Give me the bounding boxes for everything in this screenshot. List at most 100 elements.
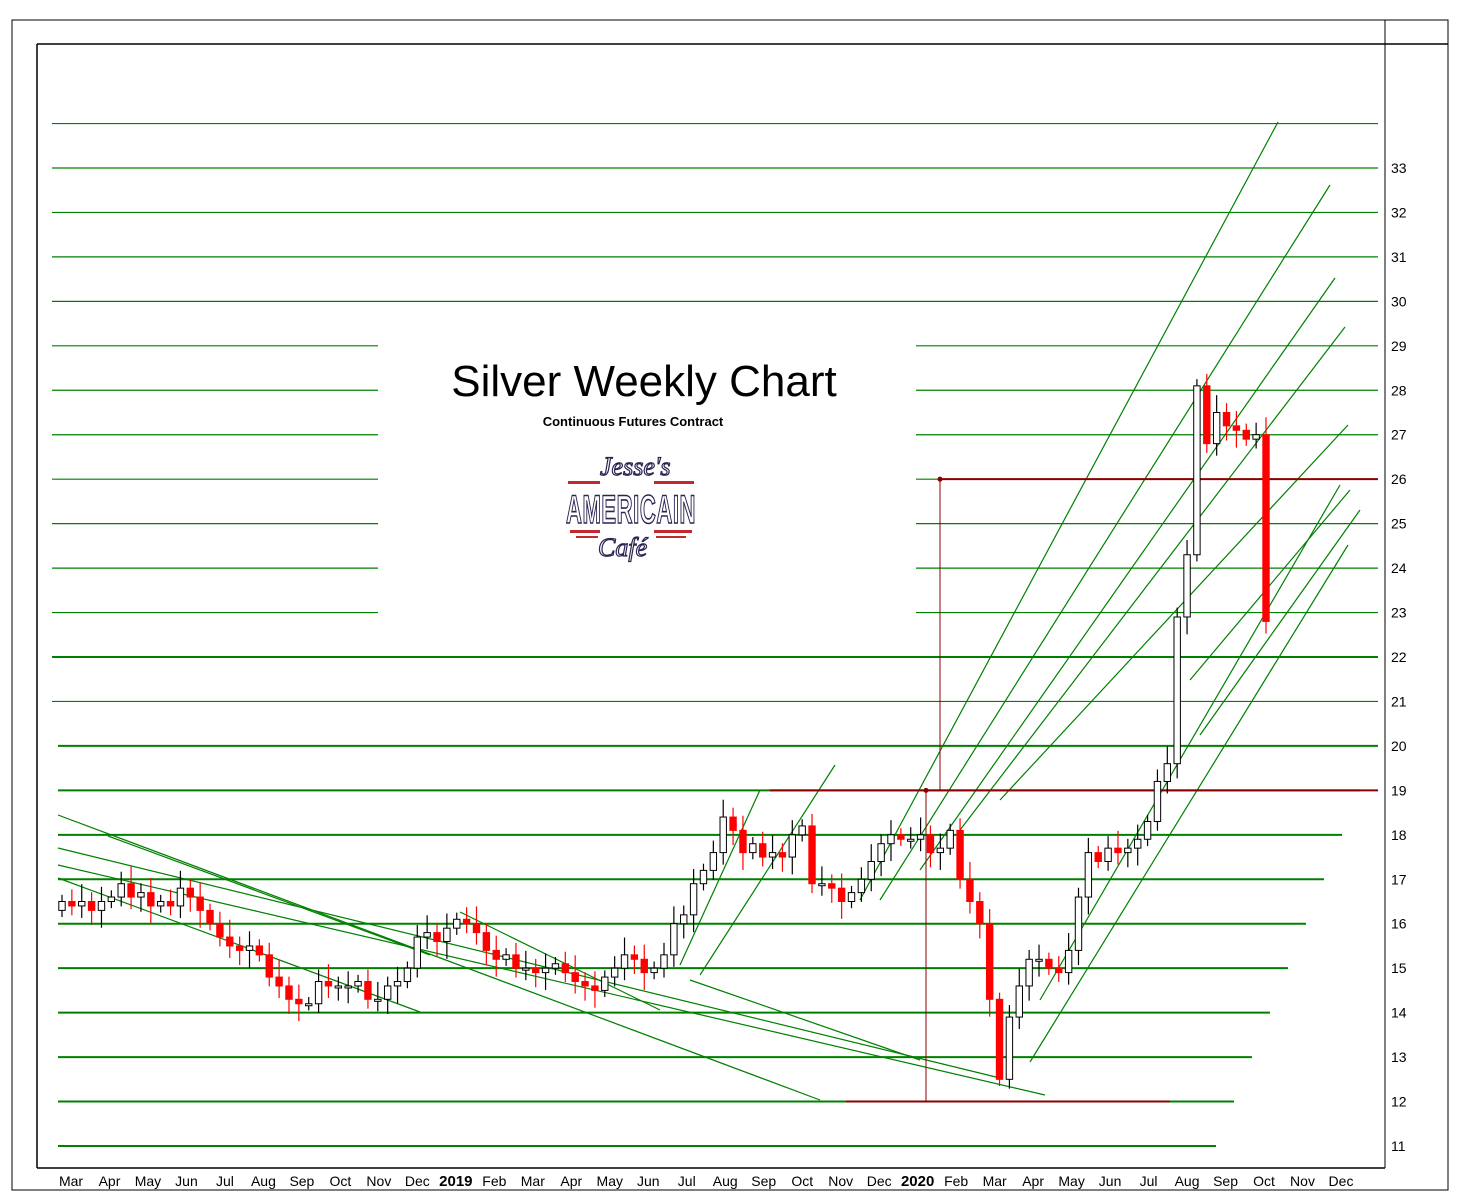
price-label: 33 <box>1391 160 1407 176</box>
month-label: Apr <box>99 1173 121 1189</box>
candle-body <box>798 825 806 836</box>
price-label: 31 <box>1391 249 1407 265</box>
candle-body <box>1005 1016 1014 1080</box>
outer-frame <box>11 19 1449 1191</box>
candle-body <box>1055 967 1063 974</box>
candle-body <box>472 923 481 934</box>
up-channel-line <box>1039 484 1341 1001</box>
candle-body <box>630 954 639 960</box>
month-label: Oct <box>330 1173 352 1189</box>
price-axis-labels: 11 12 13 14 15 16 17 18 19 20 21 22 23 24 25 26 27 28 29 30… <box>1391 160 1407 1154</box>
month-label: Oct <box>791 1173 813 1189</box>
down-channel-line <box>57 864 1046 1096</box>
month-label: Sep <box>1213 1173 1238 1189</box>
candle-body <box>719 816 727 854</box>
candle-body <box>512 954 520 969</box>
candle-body <box>768 852 777 858</box>
candle-body <box>1015 985 1023 1018</box>
candle-body <box>58 901 66 911</box>
up-channel-line <box>959 326 1346 831</box>
candle-body <box>1084 852 1093 898</box>
candle-body <box>828 883 836 889</box>
candle-body <box>78 901 86 907</box>
candle-body <box>364 981 372 1000</box>
candle-body <box>976 901 984 925</box>
candle-body <box>1212 412 1221 445</box>
candle-body <box>926 834 935 854</box>
candle-body <box>1094 852 1102 862</box>
candle-body <box>87 901 96 911</box>
month-label: Dec <box>1329 1173 1354 1189</box>
candle-body <box>1025 958 1033 987</box>
month-label: Nov <box>366 1173 391 1189</box>
candle-body <box>956 829 964 880</box>
candle-body <box>620 954 629 969</box>
up-channel-line <box>679 789 761 966</box>
candle-body <box>936 847 945 854</box>
candle-body <box>453 918 461 929</box>
price-label: 26 <box>1391 471 1407 487</box>
down-channel-line <box>57 877 421 1013</box>
candle-body <box>729 816 737 831</box>
month-label: Aug <box>1175 1173 1200 1189</box>
time-axis-labels: Mar Apr May Jun Jul Aug Sep Oct Nov Dec 2019 Feb Mar… <box>59 1173 1354 1190</box>
candle-body <box>492 949 500 960</box>
candle-body <box>216 923 224 938</box>
candle-body <box>1104 847 1112 862</box>
move-dot-26 <box>937 476 943 482</box>
price-label: 14 <box>1391 1005 1407 1021</box>
candle-body <box>413 936 421 969</box>
candle-body <box>946 829 954 849</box>
up-channel-line <box>919 277 1336 871</box>
month-label: Sep <box>289 1173 314 1189</box>
candle-body <box>206 909 214 925</box>
candle-body <box>709 852 718 871</box>
candle-body <box>808 825 816 885</box>
candle-body <box>1134 838 1142 849</box>
candle-body <box>433 932 441 943</box>
candle-body <box>610 967 619 978</box>
month-label: Nov <box>1290 1173 1315 1189</box>
candle-body <box>423 932 431 938</box>
price-label: 25 <box>1391 516 1407 532</box>
candle-body <box>877 843 885 862</box>
up-channel-line <box>699 764 836 976</box>
candle-body <box>887 834 895 845</box>
month-label: Nov <box>828 1173 853 1189</box>
month-label: Apr <box>1022 1173 1044 1189</box>
candle-body <box>462 918 471 925</box>
up-channel-line <box>1189 489 1351 681</box>
month-label: Jul <box>1140 1173 1158 1189</box>
up-channel-line <box>999 424 1349 801</box>
candle-body <box>1203 385 1211 445</box>
price-label: 20 <box>1391 738 1407 754</box>
candle-body <box>68 901 76 907</box>
candle-body <box>650 967 658 974</box>
candle-body <box>689 883 698 916</box>
candle-body <box>818 883 826 887</box>
candle-body <box>176 887 185 907</box>
month-label: Jul <box>216 1173 234 1189</box>
trend-channel-lines <box>57 121 1361 1101</box>
month-label: May <box>1058 1173 1084 1189</box>
month-label: Jun <box>1099 1173 1122 1189</box>
candle-body <box>1153 780 1162 822</box>
price-label: 30 <box>1391 293 1407 309</box>
price-label: 18 <box>1391 827 1407 843</box>
candle-body <box>788 834 796 858</box>
chart-subtitle: Continuous Futures Contract <box>543 414 724 429</box>
candle-body <box>966 878 974 903</box>
down-channel-line <box>689 979 921 1061</box>
candle-body <box>640 958 648 974</box>
down-channel-line <box>107 835 431 956</box>
up-channel-line <box>859 121 1279 901</box>
candle-body <box>522 967 530 971</box>
candle-body <box>699 869 708 885</box>
price-label: 28 <box>1391 382 1407 398</box>
candle-body <box>660 954 668 969</box>
candle-body <box>255 945 264 956</box>
down-channel-line <box>57 847 1001 1079</box>
price-label: 27 <box>1391 427 1407 443</box>
up-channel-line <box>879 184 1331 901</box>
candle-body <box>847 892 856 903</box>
